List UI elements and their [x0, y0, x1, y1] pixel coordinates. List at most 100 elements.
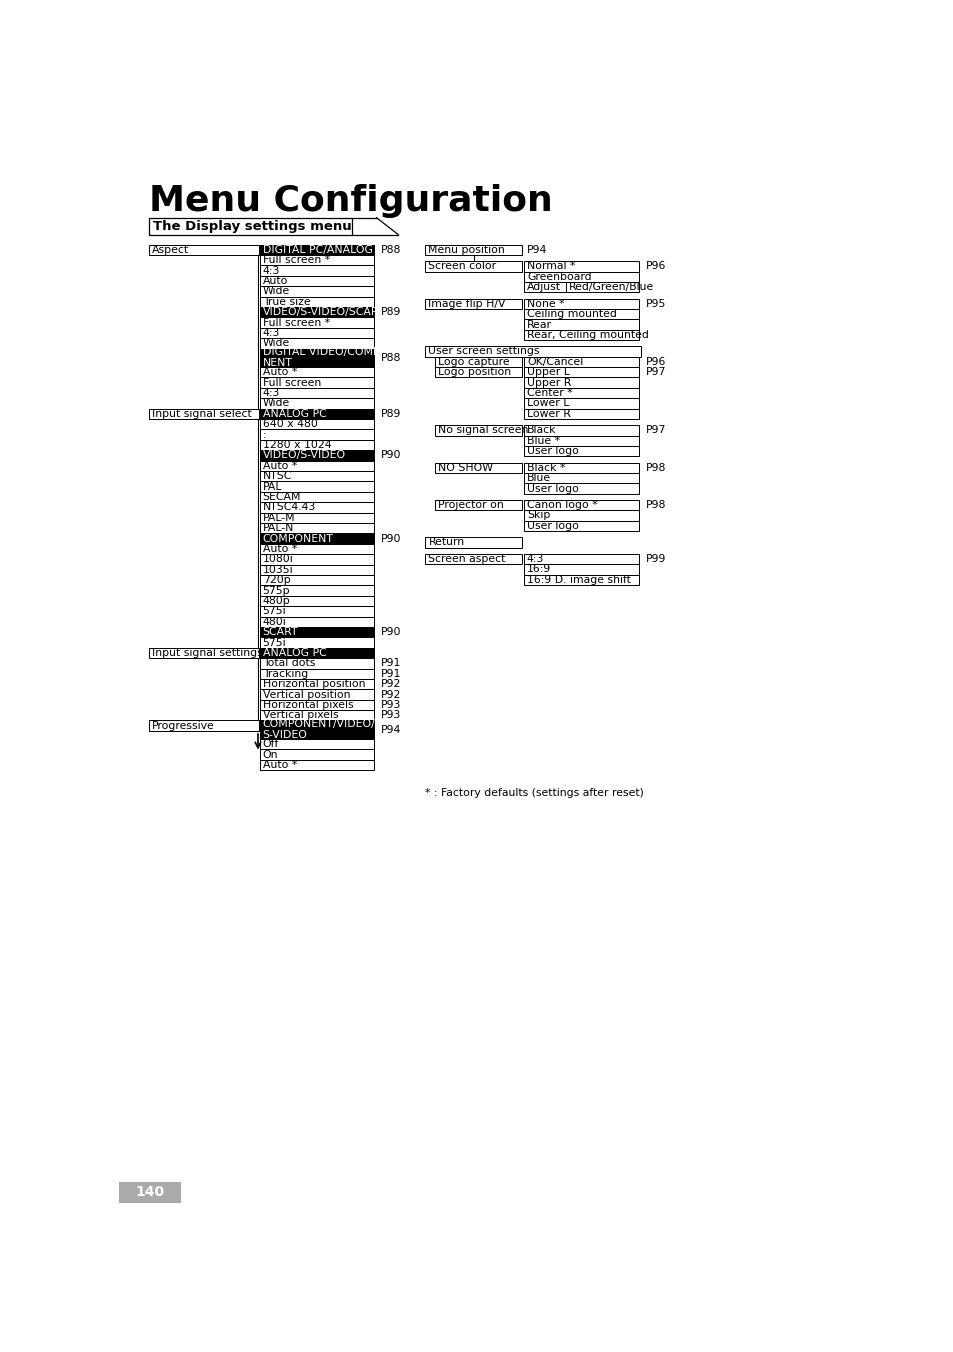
Text: 140: 140	[135, 1186, 165, 1199]
Bar	[435, 462, 521, 473]
Text: Adjust: Adjust	[526, 283, 560, 292]
Text: PAL: PAL	[262, 481, 282, 492]
Text: Full screen *: Full screen *	[262, 318, 330, 327]
Bar	[259, 700, 374, 710]
Bar	[259, 307, 374, 318]
Bar	[259, 338, 374, 349]
Text: Aspect: Aspect	[152, 245, 189, 254]
Bar	[259, 596, 374, 606]
Text: * : Factory defaults (settings after reset): * : Factory defaults (settings after res…	[425, 788, 643, 798]
Bar	[259, 439, 374, 450]
Bar	[259, 327, 374, 338]
Text: NTSC: NTSC	[262, 472, 292, 481]
Text: Menu Configuration: Menu Configuration	[149, 184, 552, 218]
Bar	[259, 470, 374, 481]
Text: PAL-M: PAL-M	[262, 512, 294, 523]
Bar	[259, 690, 374, 700]
Bar	[259, 287, 374, 296]
Bar	[259, 349, 374, 366]
Bar	[259, 419, 374, 430]
Text: 575i: 575i	[262, 638, 286, 648]
Text: SCART: SCART	[262, 627, 297, 637]
Text: Image flip H/V: Image flip H/V	[428, 299, 505, 308]
Bar	[259, 637, 374, 648]
Bar	[259, 617, 374, 627]
Bar	[259, 512, 374, 523]
Text: Lower L: Lower L	[526, 399, 569, 408]
Bar	[523, 564, 638, 575]
Text: Red/Green/Blue: Red/Green/Blue	[568, 283, 654, 292]
Bar	[259, 430, 374, 439]
Text: NO SHOW: NO SHOW	[437, 462, 493, 473]
Text: ANALOG PC: ANALOG PC	[262, 648, 326, 658]
Bar	[523, 308, 638, 319]
Text: Center *: Center *	[526, 388, 572, 397]
Text: 4:3: 4:3	[262, 388, 280, 397]
Bar	[259, 461, 374, 470]
Bar	[259, 377, 374, 388]
Text: Menu position: Menu position	[428, 245, 505, 254]
Text: User logo: User logo	[526, 446, 578, 456]
Text: The Display settings menu: The Display settings menu	[152, 219, 351, 233]
Bar	[259, 245, 374, 256]
Bar	[259, 502, 374, 512]
Bar	[435, 425, 521, 435]
Bar	[259, 749, 374, 760]
Text: No signal screen: No signal screen	[437, 426, 528, 435]
Text: 16:9: 16:9	[526, 564, 551, 575]
Text: 575p: 575p	[262, 585, 290, 595]
Text: P96: P96	[645, 357, 665, 366]
Text: COMPONENT: COMPONENT	[262, 534, 334, 544]
Bar	[435, 357, 521, 366]
Text: 480p: 480p	[262, 596, 290, 606]
Text: Full screen *: Full screen *	[262, 256, 330, 265]
Text: Horizontal position: Horizontal position	[262, 679, 365, 690]
Text: Full screen: Full screen	[262, 377, 320, 388]
Bar	[523, 261, 638, 272]
Text: 4:3: 4:3	[526, 554, 544, 564]
Bar	[425, 346, 640, 357]
Text: Upper R: Upper R	[526, 377, 571, 388]
Text: Auto *: Auto *	[262, 461, 296, 470]
Bar	[523, 283, 565, 292]
Text: P90: P90	[381, 627, 401, 637]
Bar	[259, 265, 374, 276]
Text: Return: Return	[428, 538, 464, 548]
Text: User logo: User logo	[526, 521, 578, 531]
Bar	[523, 575, 638, 585]
Bar	[259, 606, 374, 617]
Text: Projector on: Projector on	[437, 500, 503, 510]
Text: P92: P92	[381, 690, 401, 699]
Bar	[435, 500, 521, 510]
Bar	[259, 318, 374, 327]
Bar	[259, 760, 374, 771]
Text: P90: P90	[381, 534, 401, 544]
Text: Normal *: Normal *	[526, 261, 575, 272]
Text: Auto *: Auto *	[262, 368, 296, 377]
Bar	[259, 658, 374, 668]
Text: 4:3: 4:3	[262, 329, 280, 338]
Bar	[149, 648, 258, 658]
Bar	[523, 446, 638, 457]
Text: P98: P98	[645, 500, 665, 510]
Bar	[523, 521, 638, 531]
Text: P99: P99	[645, 554, 665, 564]
Text: Input signal select: Input signal select	[152, 408, 252, 419]
Text: P95: P95	[645, 299, 665, 308]
Text: 575i: 575i	[262, 606, 286, 617]
Bar	[259, 740, 374, 749]
Text: Wide: Wide	[262, 338, 290, 349]
Text: P89: P89	[381, 307, 401, 318]
Text: P91: P91	[381, 658, 401, 668]
Text: Wide: Wide	[262, 399, 290, 408]
Text: DIGITAL VIDEO/COMPO-
NENT: DIGITAL VIDEO/COMPO- NENT	[262, 347, 392, 368]
Text: Horizontal pixels: Horizontal pixels	[262, 700, 353, 710]
Text: Black: Black	[526, 426, 556, 435]
Bar	[523, 473, 638, 483]
Text: Auto *: Auto *	[262, 760, 296, 769]
Text: VIDEO/S-VIDEO: VIDEO/S-VIDEO	[262, 450, 345, 461]
Text: ANALOG PC: ANALOG PC	[262, 408, 326, 419]
Text: P97: P97	[645, 368, 665, 377]
Text: Screen color: Screen color	[428, 261, 497, 272]
Text: Rear, Ceiling mounted: Rear, Ceiling mounted	[526, 330, 648, 339]
